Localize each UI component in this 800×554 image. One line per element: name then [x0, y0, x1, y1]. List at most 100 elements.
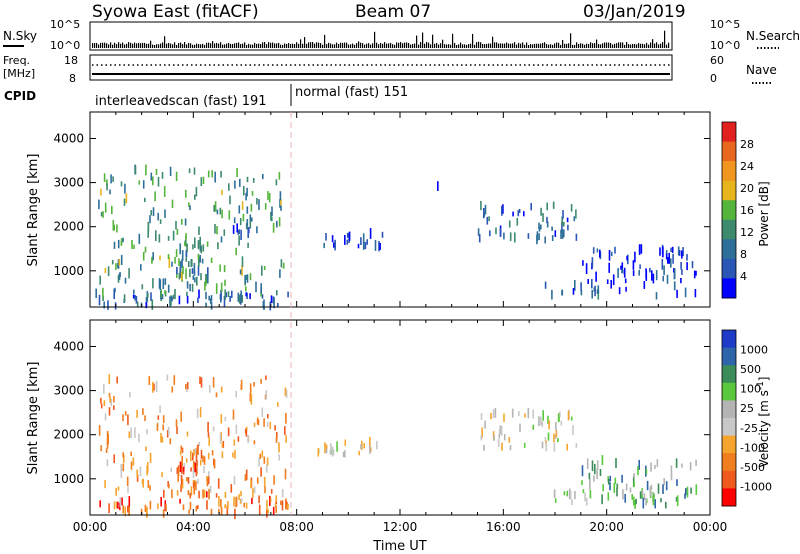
range-cell	[245, 192, 247, 201]
sky-panel: N.Sky 10^5 10^0 10^5 10^0 N.Search	[3, 18, 800, 52]
range-cell	[689, 462, 692, 471]
sky-bar	[654, 43, 656, 48]
range-cell	[662, 484, 664, 494]
range-cell	[205, 291, 207, 300]
colorbar-frame	[721, 329, 737, 507]
range-cell	[586, 458, 589, 469]
range-cell	[155, 380, 158, 392]
range-cell	[220, 499, 222, 508]
velocity-x-ticks: 00:00 04:00 08:00 12:00 16:00 20:00 00:00	[73, 320, 727, 534]
range-cell	[156, 423, 159, 431]
range-cell	[217, 242, 219, 250]
sky-bar	[420, 42, 422, 48]
range-cell	[581, 465, 584, 477]
sky-bar	[442, 39, 444, 48]
power-colorbar-label: Power [dB]	[757, 181, 771, 246]
sky-bar	[552, 44, 554, 48]
sky-bar	[306, 43, 308, 48]
power-ylabel: Slant Range [km]	[26, 154, 41, 267]
sky-bar	[416, 35, 418, 48]
range-cell	[256, 417, 259, 425]
range-cell	[681, 250, 683, 259]
range-cell	[597, 285, 600, 293]
range-cell	[224, 504, 226, 509]
range-cell	[615, 458, 617, 468]
range-cell	[133, 244, 135, 249]
range-cell	[240, 229, 242, 240]
sky-bar	[512, 43, 514, 48]
range-cell	[620, 265, 622, 270]
range-cell	[172, 294, 175, 300]
range-cell	[186, 291, 188, 296]
sky-bar	[148, 43, 150, 48]
range-cell	[149, 215, 151, 224]
range-cell	[272, 222, 275, 233]
range-cell	[267, 414, 269, 419]
range-cell	[656, 459, 659, 467]
range-cell	[478, 234, 481, 243]
sky-bar	[666, 44, 668, 48]
range-cell	[267, 509, 269, 514]
range-cell	[229, 296, 231, 302]
date-label: 03/Jan/2019	[583, 2, 686, 22]
range-cell	[191, 259, 193, 267]
sky-bar	[390, 42, 392, 48]
sky-bar	[470, 43, 472, 48]
range-cell	[250, 480, 252, 489]
range-cell	[203, 489, 206, 498]
range-cell	[181, 463, 183, 474]
range-cell	[233, 217, 236, 224]
range-cell	[675, 458, 678, 468]
sky-bar	[260, 44, 262, 48]
range-cell	[120, 467, 123, 479]
sky-bar	[212, 41, 214, 48]
sky-bar	[388, 43, 390, 48]
range-cell	[182, 266, 184, 275]
sky-bar	[316, 42, 318, 48]
sky-bar	[318, 42, 320, 48]
range-cell	[544, 281, 547, 289]
range-cell	[175, 221, 177, 230]
range-cell	[601, 455, 604, 466]
range-cell	[181, 447, 184, 453]
range-cell	[585, 497, 588, 506]
range-cell	[610, 280, 612, 289]
sky-bar	[456, 44, 458, 48]
range-cell	[173, 375, 176, 385]
range-cell	[131, 239, 133, 249]
range-cell	[655, 292, 658, 300]
sky-bar	[262, 42, 264, 48]
range-cell	[269, 497, 272, 503]
range-cell	[192, 275, 195, 280]
range-cell	[575, 233, 578, 241]
sky-bar	[660, 43, 662, 48]
colorbar-swatch	[722, 161, 736, 182]
range-cell	[554, 230, 557, 237]
sky-bar	[280, 44, 282, 48]
range-cell	[190, 450, 192, 461]
range-cell	[271, 216, 273, 222]
range-cell	[639, 491, 642, 499]
sky-bar	[562, 40, 564, 48]
sky-bar	[336, 42, 338, 48]
sky-bar	[520, 43, 522, 48]
range-cell	[185, 458, 188, 463]
range-cell	[621, 267, 623, 274]
sky-bar	[644, 44, 646, 48]
range-cell	[202, 176, 205, 185]
range-cell	[106, 179, 108, 187]
sky-bar	[642, 43, 644, 48]
range-cell	[196, 460, 198, 467]
range-cell	[110, 174, 112, 184]
velocity-colorbar-label: Velocity [m s-1]	[756, 377, 771, 468]
range-cell	[244, 275, 246, 285]
range-cell	[188, 168, 191, 174]
range-cell	[694, 289, 697, 298]
sky-bar	[534, 43, 536, 48]
range-cell	[229, 195, 231, 205]
range-cell	[610, 251, 613, 257]
range-cell	[563, 491, 566, 496]
sky-bar	[488, 43, 490, 48]
range-cell	[240, 498, 243, 503]
colorbar-swatch	[722, 435, 736, 454]
